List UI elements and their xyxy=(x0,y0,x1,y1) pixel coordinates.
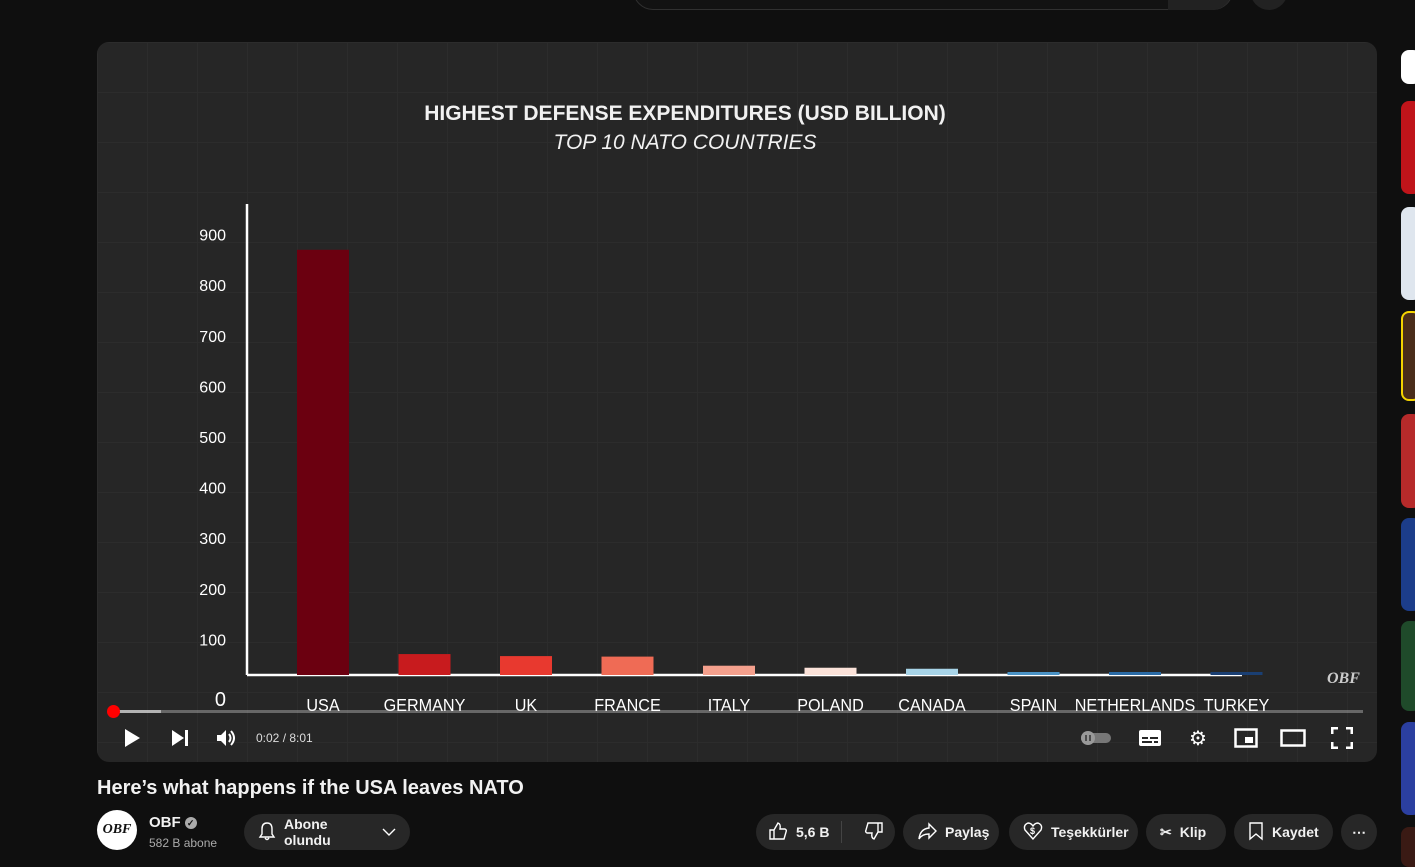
y-tick-label: 400 xyxy=(199,481,226,498)
search-input[interactable] xyxy=(633,0,1233,10)
miniplayer-icon[interactable] xyxy=(1233,724,1259,752)
more-actions-button[interactable]: ⋯ xyxy=(1341,814,1377,850)
recommended-thumbnail[interactable] xyxy=(1401,518,1415,611)
bar-spain xyxy=(1007,672,1060,675)
y-tick-label: 0 xyxy=(215,689,226,711)
thanks-button[interactable]: $ Teşekkürler xyxy=(1009,814,1138,850)
x-tick-label: CANADA xyxy=(898,695,966,715)
share-arrow-icon xyxy=(917,821,937,843)
y-tick-label: 100 xyxy=(199,632,226,649)
recommended-thumbnail[interactable] xyxy=(1401,101,1415,194)
clip-label: Klip xyxy=(1179,824,1207,840)
recommended-thumbnail[interactable] xyxy=(1401,827,1415,867)
bell-icon xyxy=(258,821,276,844)
subtitles-icon[interactable] xyxy=(1137,724,1163,752)
bar-turkey xyxy=(1210,672,1263,675)
save-button[interactable]: Kaydet xyxy=(1234,814,1333,850)
chevron-down-icon xyxy=(382,824,396,840)
fullscreen-icon[interactable] xyxy=(1329,724,1355,752)
x-tick-label: FRANCE xyxy=(594,695,661,715)
recommended-thumbnail[interactable] xyxy=(1401,207,1415,300)
autoplay-toggle[interactable] xyxy=(1079,724,1113,752)
sidebar-chip[interactable] xyxy=(1401,50,1415,84)
bar-canada xyxy=(906,668,958,675)
scissors-icon: ✂ xyxy=(1160,823,1172,840)
y-tick-label: 600 xyxy=(199,379,226,396)
next-button[interactable] xyxy=(167,724,193,752)
y-tick-label: 900 xyxy=(199,228,226,245)
x-tick-label: GERMANY xyxy=(384,695,466,715)
channel-name-text[interactable]: OBF xyxy=(149,814,181,831)
like-count: 5,6 B xyxy=(796,824,830,840)
dislike-button[interactable] xyxy=(850,821,884,844)
like-dislike-group: 5,6 B xyxy=(756,814,895,850)
thumbs-up-icon xyxy=(768,821,788,844)
y-tick-label: 500 xyxy=(199,430,226,447)
recommended-thumbnail[interactable] xyxy=(1401,621,1415,711)
subscribe-label: Abone olundu xyxy=(284,816,331,848)
more-icon: ⋯ xyxy=(1352,823,1366,840)
share-label: Paylaş xyxy=(945,824,990,840)
share-button[interactable]: Paylaş xyxy=(903,814,999,850)
like-button[interactable]: 5,6 B xyxy=(756,821,842,843)
time-display: 0:02 / 8:01 xyxy=(256,731,313,745)
settings-gear-icon[interactable]: ⚙ xyxy=(1189,727,1207,750)
bar-poland xyxy=(804,667,857,675)
x-tick-label: SPAIN xyxy=(1010,695,1057,715)
chart-subtitle: TOP 10 NATO COUNTRIES xyxy=(553,131,817,154)
x-tick-label: NETHERLANDS xyxy=(1075,695,1196,715)
bar-netherlands xyxy=(1109,672,1161,675)
bar-usa xyxy=(297,249,349,675)
channel-name[interactable]: OBF ✓ xyxy=(149,814,197,831)
bar-germany xyxy=(398,654,451,675)
bar-chart: 0 100 200 300 400 500 600 700 800 900 USA GERMANY UK… xyxy=(199,204,1270,715)
y-tick-label: 300 xyxy=(199,531,226,548)
watermark: OBF xyxy=(1327,670,1360,687)
save-label: Kaydet xyxy=(1272,824,1319,840)
thumbs-down-icon xyxy=(864,821,884,844)
x-tick-label: USA xyxy=(306,695,340,715)
x-tick-label: ITALY xyxy=(708,695,751,715)
subscriber-count: 582 B abone xyxy=(149,836,218,850)
search-button[interactable] xyxy=(1168,0,1232,10)
thanks-label: Teşekkürler xyxy=(1051,824,1129,840)
bar-italy xyxy=(703,665,755,675)
heart-dollar-icon: $ xyxy=(1023,821,1043,844)
y-tick-label: 700 xyxy=(199,329,226,346)
subscribe-button[interactable]: Abone olundu xyxy=(244,814,410,850)
video-title: Here’s what happens if the USA leaves NA… xyxy=(97,777,524,799)
x-tick-label: POLAND xyxy=(797,695,864,715)
y-tick-label: 200 xyxy=(199,582,226,599)
volume-icon[interactable] xyxy=(214,724,240,752)
recommended-thumbnail[interactable] xyxy=(1401,414,1415,508)
bar-france xyxy=(601,656,654,675)
y-tick-label: 800 xyxy=(199,278,226,295)
channel-avatar[interactable]: OBF xyxy=(97,810,137,850)
x-tick-label: TURKEY xyxy=(1204,695,1270,715)
svg-text:$: $ xyxy=(1030,826,1035,836)
chart-title: HIGHEST DEFENSE EXPENDITURES (USD BILLIO… xyxy=(424,102,946,125)
verified-icon: ✓ xyxy=(184,817,197,829)
scrubber-handle[interactable] xyxy=(107,705,120,718)
voice-search-button[interactable] xyxy=(1250,0,1288,10)
video-player[interactable]: HIGHEST DEFENSE EXPENDITURES (USD BILLIO… xyxy=(97,42,1377,762)
bar-uk xyxy=(500,656,552,675)
progress-bar[interactable] xyxy=(107,705,1363,718)
recommended-thumbnail[interactable] xyxy=(1401,722,1415,815)
x-tick-label: UK xyxy=(515,695,538,715)
play-button[interactable] xyxy=(119,724,145,752)
theater-mode-icon[interactable] xyxy=(1279,724,1307,752)
bookmark-icon xyxy=(1248,821,1264,844)
clip-button[interactable]: ✂ Klip xyxy=(1146,814,1226,850)
recommended-thumbnail[interactable] xyxy=(1401,311,1415,401)
